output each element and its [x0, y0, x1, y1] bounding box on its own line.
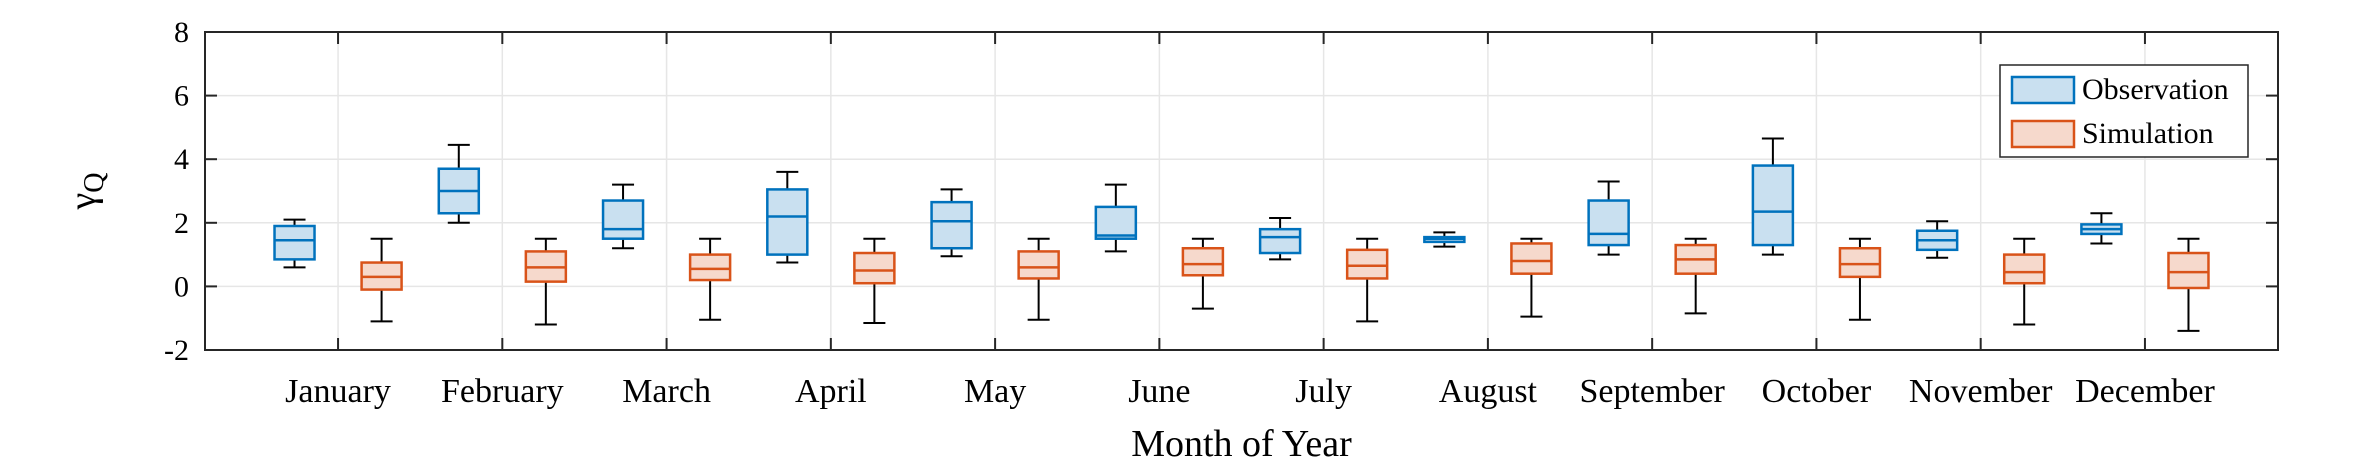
y-axis-title-subscript: Q: [79, 172, 110, 192]
box-simulation: [1181, 237, 1225, 310]
box-observation: [1751, 137, 1795, 256]
box-observation: [601, 183, 645, 250]
box-iqr: [1345, 248, 1389, 280]
legend-swatch-simulation: [2010, 119, 2076, 149]
box-iqr: [2167, 251, 2210, 290]
x-category-label: January: [285, 373, 391, 410]
x-category-label: July: [1295, 373, 1352, 410]
box-iqr: [273, 224, 316, 261]
box-observation: [273, 218, 316, 269]
box-simulation: [1017, 237, 1060, 321]
box-simulation: [853, 237, 896, 324]
box-observation: [1258, 217, 1302, 261]
box-simulation: [360, 237, 403, 323]
box-iqr: [1838, 246, 1882, 279]
x-category-label: December: [2075, 373, 2215, 410]
x-category-label: May: [964, 373, 1026, 410]
y-axis-title-symbol: γ: [62, 193, 104, 211]
y-axis-title: γQ: [62, 172, 110, 210]
x-category-label: August: [1439, 373, 1538, 410]
plot-area-frame: [204, 31, 2279, 351]
box-observation: [930, 188, 973, 258]
y-tick-label: 2: [174, 207, 189, 240]
box-simulation: [1838, 237, 1882, 321]
x-category-label: September: [1579, 373, 1725, 410]
gridlines: [205, 32, 2278, 350]
x-category-label: April: [795, 373, 867, 410]
box-iqr: [930, 200, 973, 250]
legend-label-simulation: Simulation: [2082, 117, 2214, 150]
box-observation: [1423, 231, 1466, 248]
box-iqr: [1587, 199, 1630, 247]
box-iqr: [1258, 227, 1302, 255]
x-axis-category-labels: January February March April May June July Augu…: [285, 373, 2215, 410]
box-simulation: [524, 237, 568, 326]
box-iqr: [1181, 246, 1225, 277]
box-iqr: [688, 253, 732, 282]
legend-label-observation: Observation: [2082, 73, 2229, 106]
legend-swatch-observation: [2010, 75, 2076, 105]
box-simulation: [2002, 237, 2046, 326]
y-axis-ticks: -2 0 2 4 6 8: [164, 16, 2278, 367]
x-category-label: October: [1762, 373, 1872, 410]
y-tick-label: -2: [164, 334, 189, 367]
box-simulation: [688, 237, 732, 321]
box-observation: [1915, 220, 1959, 259]
box-observation: [1094, 183, 1138, 253]
y-tick-label: 4: [174, 143, 189, 176]
box-simulation: [2167, 237, 2210, 332]
box-observation: [437, 143, 481, 224]
x-axis-title: Month of Year: [1131, 423, 1352, 465]
box-simulation: [1345, 237, 1389, 323]
y-tick-label: 8: [174, 16, 189, 49]
box-iqr: [1751, 164, 1795, 247]
x-category-label: March: [622, 373, 711, 410]
y-tick-label: 0: [174, 270, 189, 303]
y-tick-label: 6: [174, 80, 189, 113]
legend: Observation Simulation: [1999, 64, 2249, 158]
box-iqr: [1510, 242, 1553, 275]
box-iqr: [853, 251, 896, 285]
x-category-label: June: [1128, 373, 1190, 410]
box-observation: [766, 170, 809, 264]
box-iqr: [766, 188, 809, 256]
box-observation: [2080, 212, 2123, 245]
box-series: [273, 137, 2210, 332]
box-iqr: [1094, 205, 1138, 240]
box-iqr: [1017, 250, 1060, 280]
box-observation: [1587, 180, 1630, 256]
x-category-label: November: [1909, 373, 2053, 410]
box-iqr: [601, 199, 645, 240]
box-iqr: [2002, 253, 2046, 285]
box-simulation: [1674, 237, 1717, 315]
x-category-label: February: [441, 373, 564, 410]
box-simulation: [1510, 237, 1553, 318]
